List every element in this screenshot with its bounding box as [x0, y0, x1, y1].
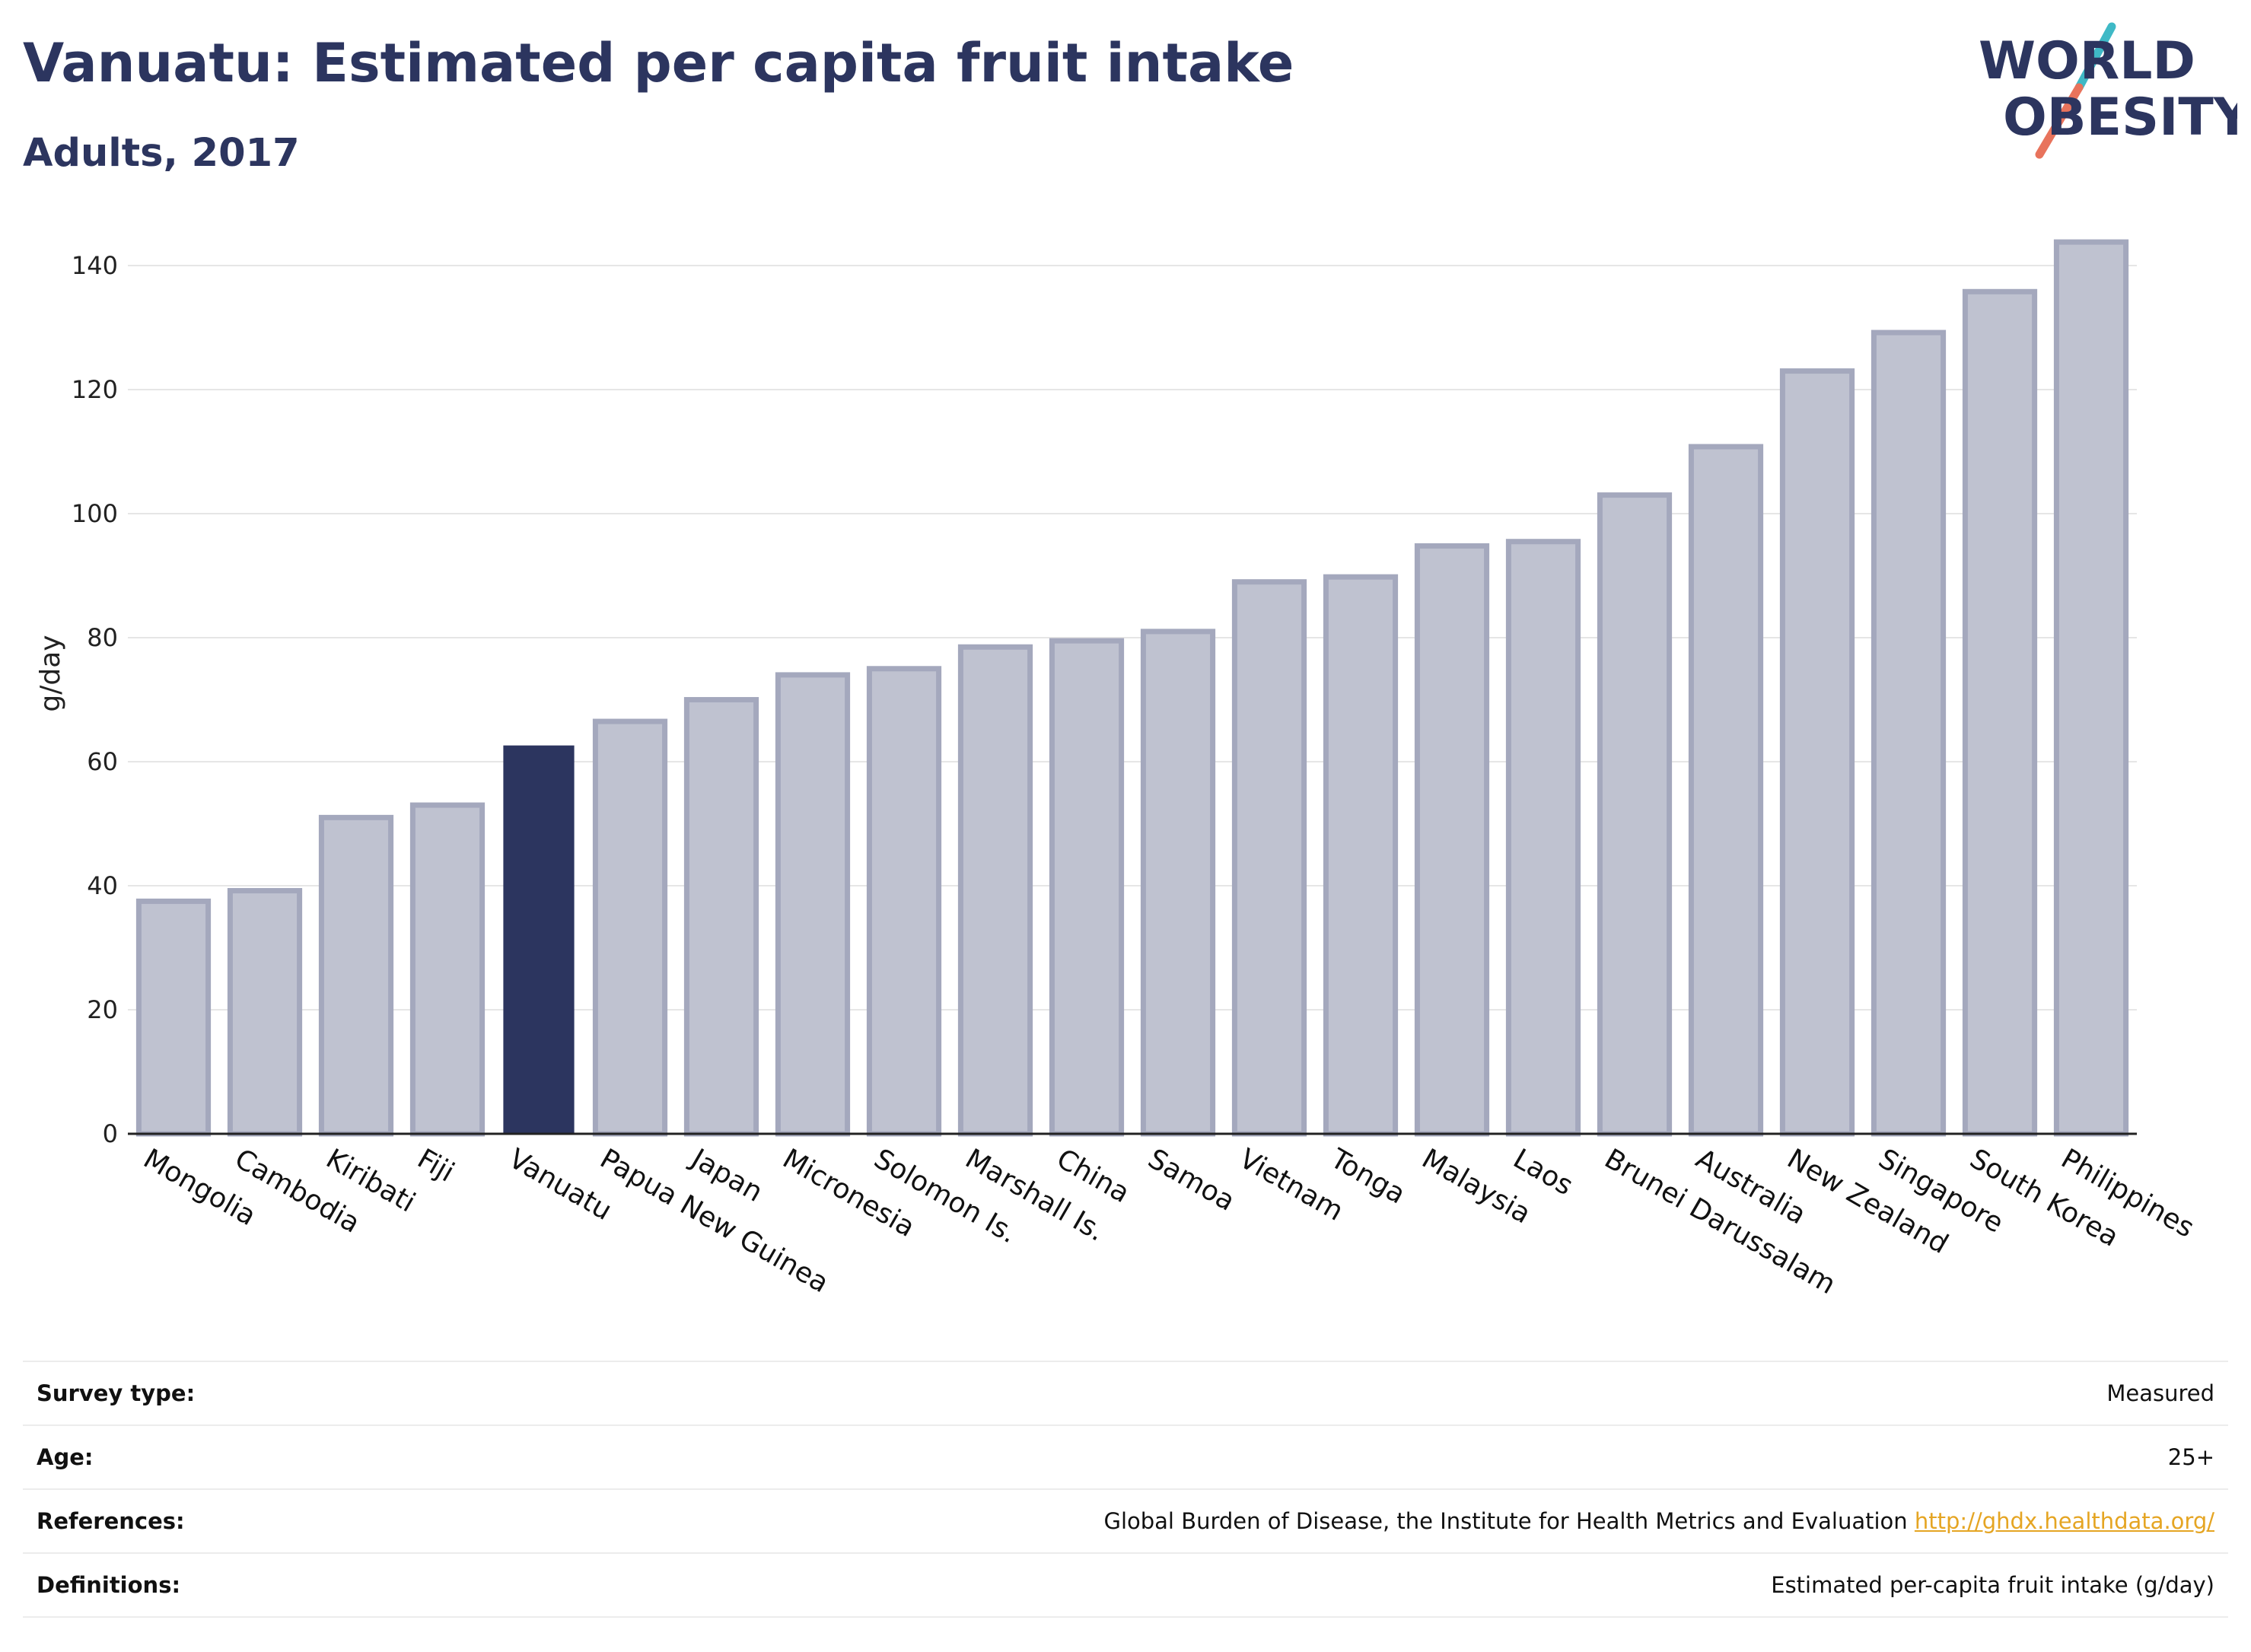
- meta-value: 25+: [2167, 1444, 2214, 1470]
- meta-value-group: Global Burden of Disease, the Institute …: [1103, 1508, 2214, 1534]
- bar-mongolia: [135, 898, 212, 1137]
- bar-malaysia: [1414, 543, 1490, 1137]
- bar-japan: [683, 697, 759, 1137]
- x-tick-label: Vanuatu: [504, 1143, 617, 1227]
- bar-laos: [1505, 539, 1581, 1137]
- bar-vanuatu: [503, 745, 575, 1135]
- y-tick-label: 100: [72, 499, 118, 528]
- bar-philippines: [2053, 239, 2129, 1137]
- y-tick-label: 60: [87, 747, 118, 776]
- bar-china: [1049, 638, 1125, 1137]
- y-tick-label: 40: [87, 871, 118, 900]
- bar-south-korea: [1962, 288, 2038, 1137]
- y-tick-label: 140: [72, 251, 118, 280]
- meta-value: Global Burden of Disease, the Institute …: [1103, 1508, 1908, 1534]
- reference-link[interactable]: http://ghdx.healthdata.org/: [1914, 1508, 2214, 1534]
- x-tick-label: Fiji: [412, 1143, 460, 1189]
- logo-text-obesity: OBESITY: [2003, 88, 2237, 148]
- meta-row-age: Age: 25+: [23, 1426, 2228, 1490]
- y-tick-label: 80: [87, 623, 118, 652]
- y-tick-labels: 0 20 40 60 80 100 120 140: [72, 251, 118, 1148]
- bar-vietnam: [1231, 579, 1307, 1137]
- bar-papua-new-guinea: [592, 718, 668, 1137]
- bar-kiribati: [318, 814, 394, 1137]
- meta-row-references: References: Global Burden of Disease, th…: [23, 1490, 2228, 1554]
- y-tick-label: 20: [87, 995, 118, 1024]
- meta-label: Age:: [37, 1444, 94, 1470]
- y-tick-label: 120: [72, 375, 118, 404]
- meta-value: Estimated per-capita fruit intake (g/day…: [1771, 1572, 2214, 1598]
- bar-micronesia: [775, 672, 851, 1137]
- bar-brunei-darussalam: [1597, 492, 1673, 1137]
- bar-australia: [1688, 444, 1764, 1137]
- world-obesity-logo: WORLD OBESITY: [1979, 22, 2237, 159]
- meta-label: Definitions:: [37, 1572, 181, 1598]
- bars: [135, 239, 2129, 1137]
- bar-cambodia: [227, 888, 303, 1137]
- y-axis-label: g/day: [35, 635, 66, 711]
- metadata-table: Survey type: Measured Age: 25+ Reference…: [23, 1361, 2228, 1618]
- bar-solomon-is: [866, 666, 942, 1137]
- bar-samoa: [1140, 629, 1216, 1137]
- x-tick-label: Samoa: [1143, 1143, 1240, 1218]
- logo-text-world: WORLD: [1979, 31, 2195, 91]
- x-tick-label: Vietnam: [1234, 1143, 1348, 1227]
- meta-label: References:: [37, 1508, 185, 1534]
- bar-fiji: [409, 802, 486, 1137]
- meta-value: Measured: [2106, 1380, 2214, 1406]
- chart-title: Vanuatu: Estimated per capita fruit inta…: [23, 32, 1294, 94]
- bar-tonga: [1323, 574, 1399, 1137]
- bar-marshall-is: [957, 644, 1033, 1137]
- bar-new-zealand: [1779, 368, 1855, 1137]
- bar-singapore: [1871, 329, 1947, 1137]
- chart-subtitle: Adults, 2017: [23, 131, 300, 176]
- logo-slash-bottom: [2035, 83, 2084, 159]
- meta-row-definitions: Definitions: Estimated per-capita fruit …: [23, 1554, 2228, 1618]
- logo-slash-top: [2074, 22, 2116, 92]
- meta-label: Survey type:: [37, 1380, 196, 1406]
- y-tick-label: 0: [103, 1119, 118, 1148]
- meta-row-survey-type: Survey type: Measured: [23, 1362, 2228, 1426]
